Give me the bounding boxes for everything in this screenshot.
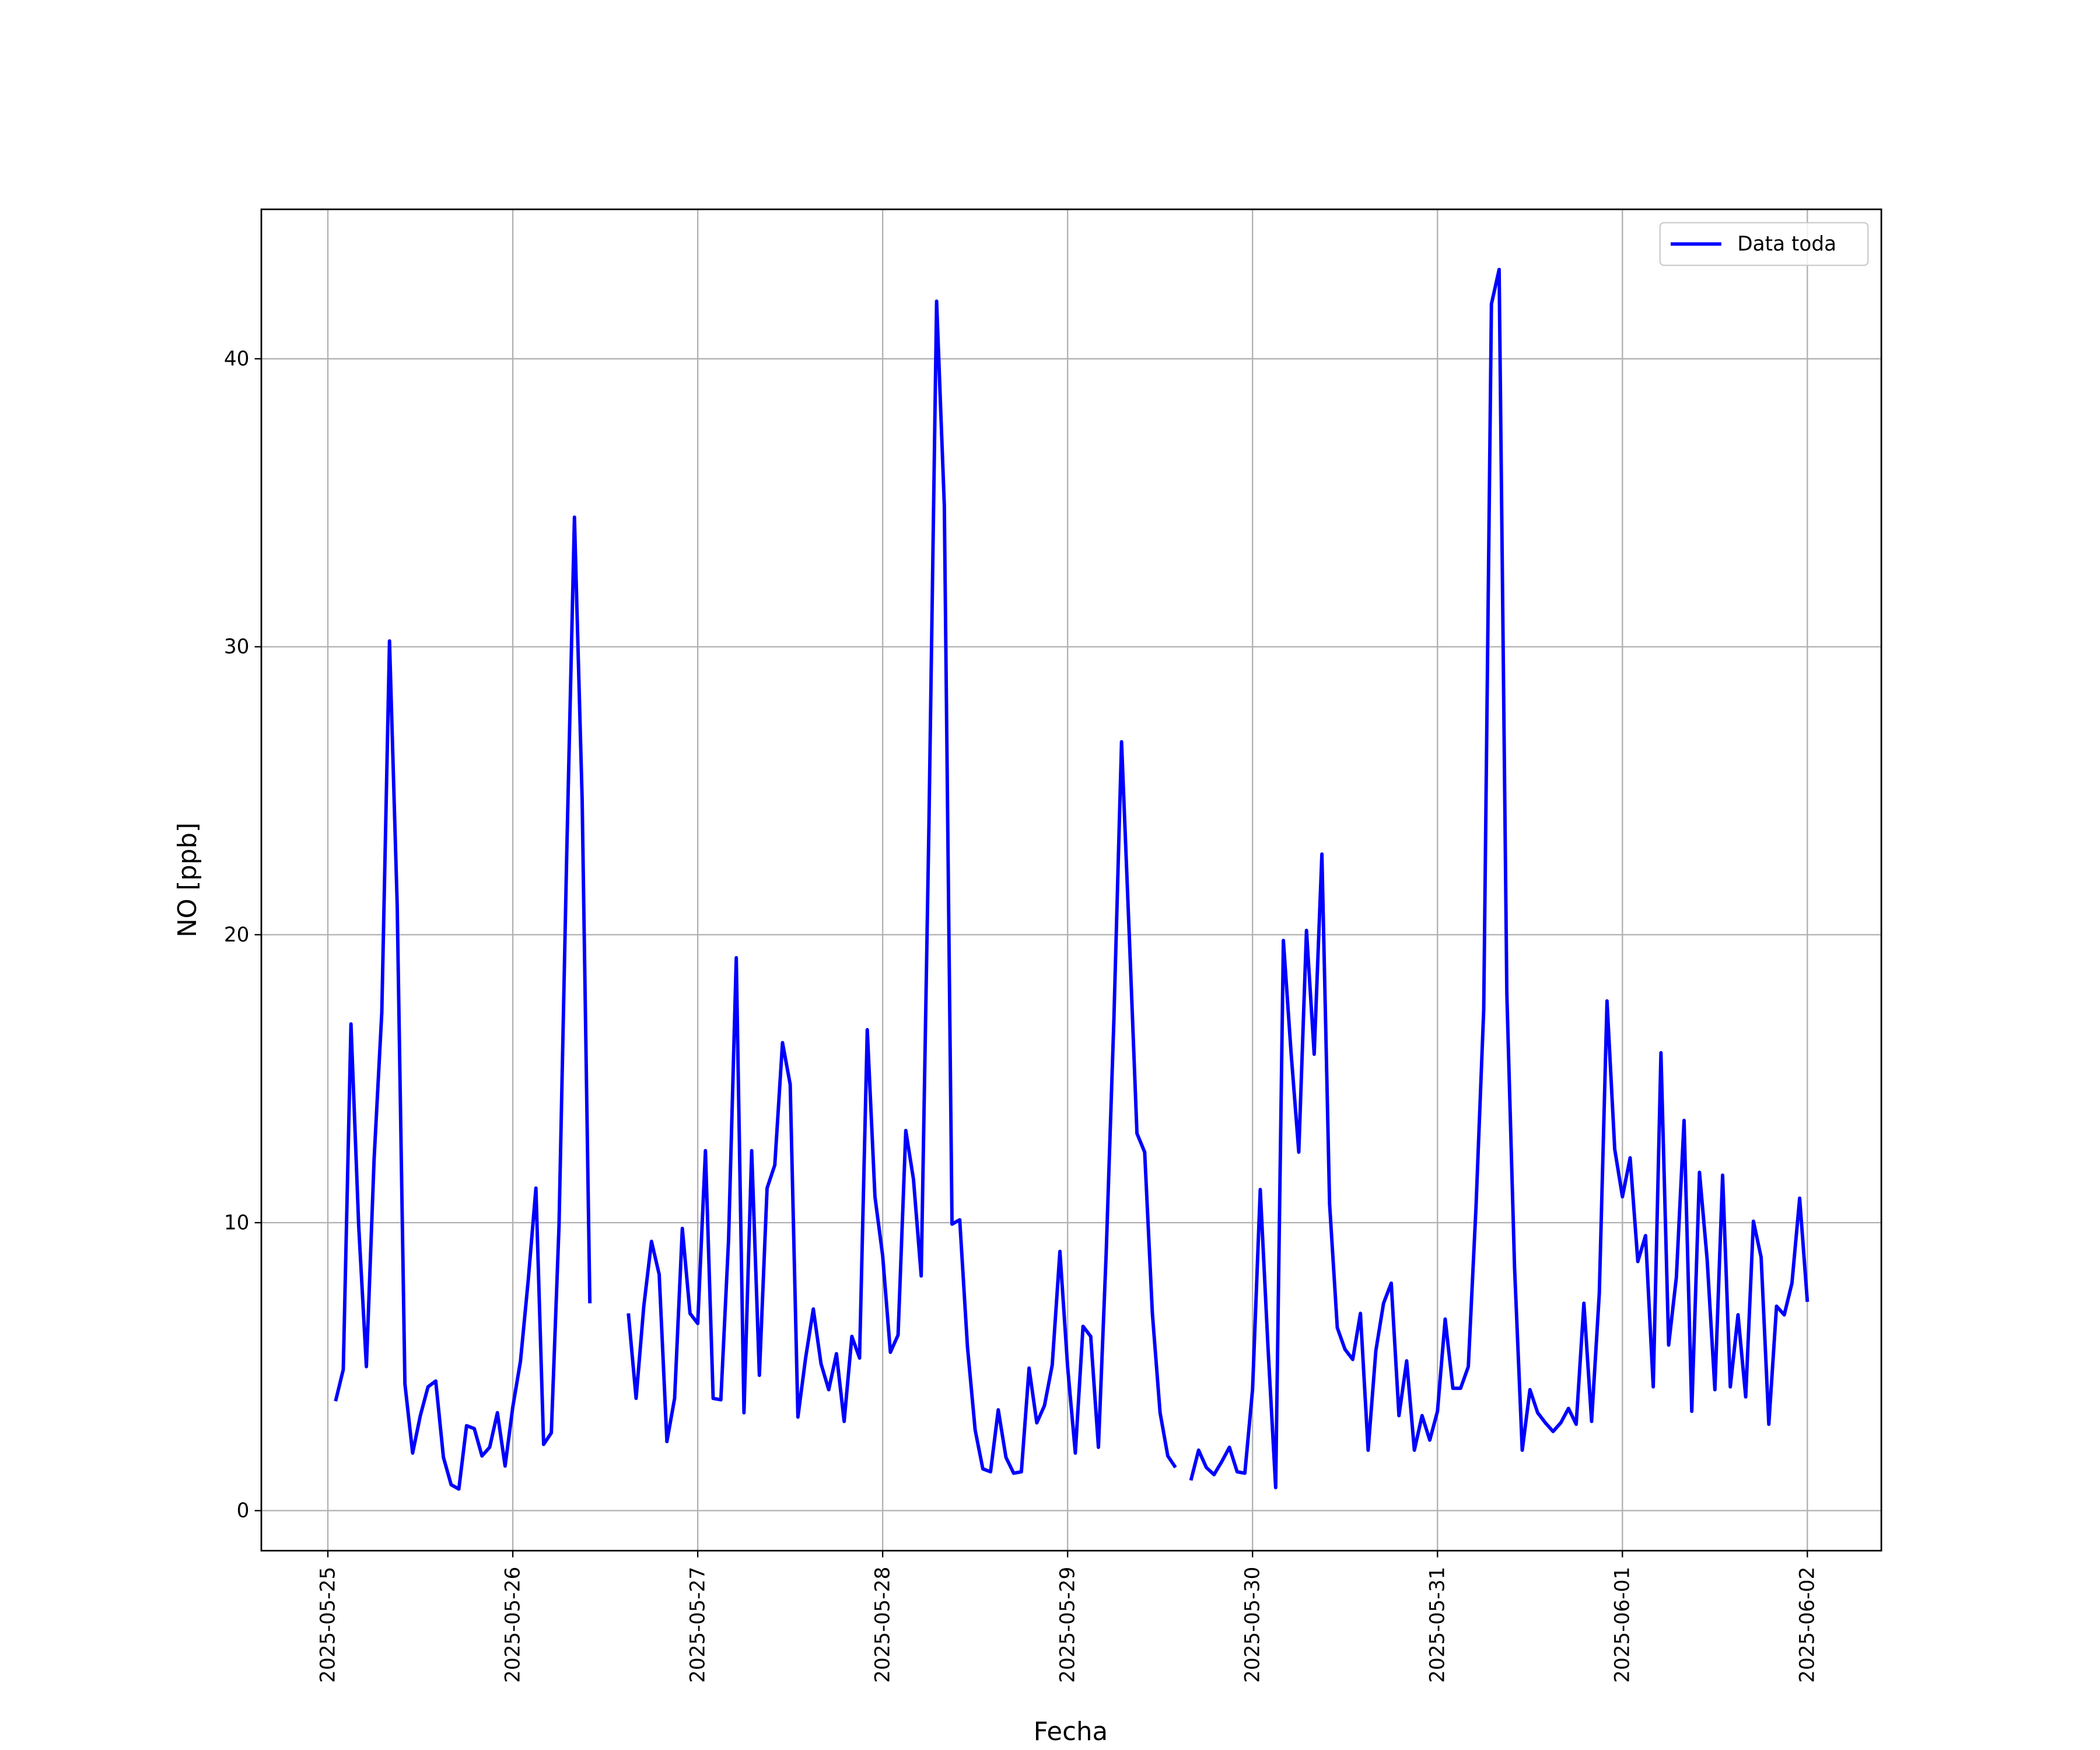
y-tick-label: 20	[224, 923, 250, 947]
legend-box	[1659, 222, 1869, 266]
y-tick-label: 10	[224, 1211, 250, 1234]
x-tick-label: 2025-05-31	[1426, 1567, 1450, 1683]
x-tick-label: 2025-06-01	[1611, 1567, 1634, 1683]
x-tick-label: 2025-05-30	[1241, 1567, 1265, 1683]
x-tick-label: 2025-06-02	[1796, 1567, 1819, 1683]
x-tick-label: 2025-05-27	[687, 1567, 710, 1683]
x-tick-label: 2025-05-25	[316, 1567, 340, 1683]
legend-label: Data toda	[1737, 233, 1836, 256]
y-tick-label: 30	[224, 635, 250, 659]
x-axis-label: Fecha	[1034, 1717, 1108, 1746]
x-tick-label: 2025-05-29	[1056, 1567, 1080, 1683]
x-tick-label: 2025-05-26	[502, 1567, 525, 1683]
y-tick-label: 40	[224, 347, 250, 370]
data-line	[334, 268, 1810, 1491]
legend: Data toda	[1659, 222, 1869, 266]
x-tick-label: 2025-05-28	[872, 1567, 895, 1683]
y-axis-label: NO [ppb]	[173, 822, 202, 937]
plot-frame	[260, 208, 1882, 1552]
y-tick-label: 0	[237, 1499, 250, 1522]
